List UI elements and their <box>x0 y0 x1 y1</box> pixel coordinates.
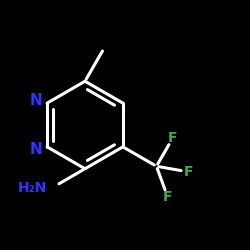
Text: N: N <box>30 142 42 157</box>
Text: F: F <box>184 165 193 179</box>
Text: F: F <box>163 190 172 204</box>
Text: N: N <box>30 93 42 108</box>
Text: H₂N: H₂N <box>18 180 47 194</box>
Text: F: F <box>168 131 177 145</box>
